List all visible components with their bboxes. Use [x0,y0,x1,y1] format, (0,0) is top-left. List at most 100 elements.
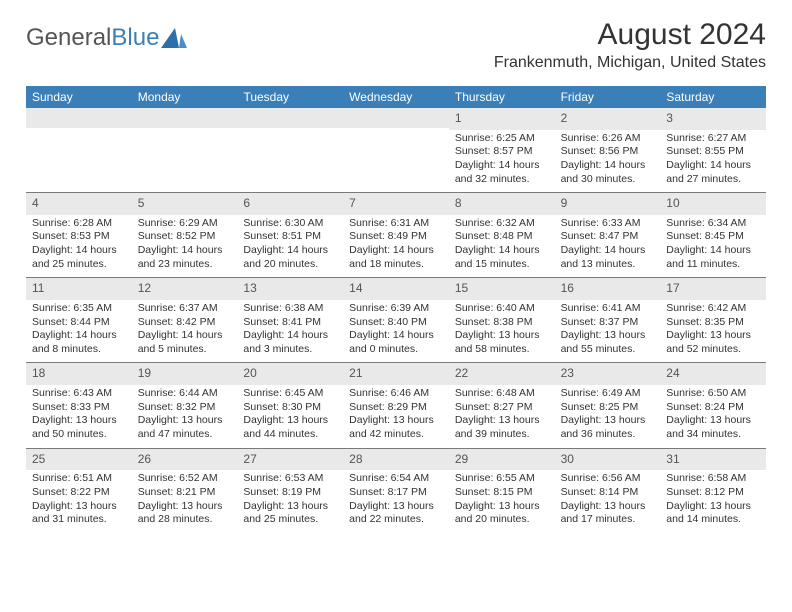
page-title: August 2024 [494,18,766,52]
daylight-text-1: Daylight: 14 hours [666,159,760,173]
day-number: 23 [555,363,661,385]
day-cell: 24Sunrise: 6:50 AMSunset: 8:24 PMDayligh… [660,363,766,447]
day-details: Sunrise: 6:33 AMSunset: 8:47 PMDaylight:… [555,215,661,278]
day-cell: 16Sunrise: 6:41 AMSunset: 8:37 PMDayligh… [555,278,661,362]
day-number: 29 [449,449,555,471]
day-details: Sunrise: 6:26 AMSunset: 8:56 PMDaylight:… [555,130,661,193]
sunset-text: Sunset: 8:14 PM [561,486,655,500]
sunset-text: Sunset: 8:57 PM [455,145,549,159]
day-cell: 11Sunrise: 6:35 AMSunset: 8:44 PMDayligh… [26,278,132,362]
day-cell: 29Sunrise: 6:55 AMSunset: 8:15 PMDayligh… [449,449,555,533]
daylight-text-1: Daylight: 13 hours [561,500,655,514]
week-row: 1Sunrise: 6:25 AMSunset: 8:57 PMDaylight… [26,108,766,192]
day-number: 8 [449,193,555,215]
sunset-text: Sunset: 8:42 PM [138,316,232,330]
logo-text-2: Blue [111,24,159,51]
day-cell: 23Sunrise: 6:49 AMSunset: 8:25 PMDayligh… [555,363,661,447]
day-cell: 3Sunrise: 6:27 AMSunset: 8:55 PMDaylight… [660,108,766,192]
sunset-text: Sunset: 8:38 PM [455,316,549,330]
daylight-text-1: Daylight: 14 hours [666,244,760,258]
day-details: Sunrise: 6:35 AMSunset: 8:44 PMDaylight:… [26,300,132,363]
day-number: 5 [132,193,238,215]
daylight-text-2: and 15 minutes. [455,258,549,272]
sunset-text: Sunset: 8:45 PM [666,230,760,244]
sunset-text: Sunset: 8:44 PM [32,316,126,330]
sunrise-text: Sunrise: 6:42 AM [666,302,760,316]
daylight-text-2: and 42 minutes. [349,428,443,442]
day-details: Sunrise: 6:51 AMSunset: 8:22 PMDaylight:… [26,470,132,533]
sunrise-text: Sunrise: 6:52 AM [138,472,232,486]
sunrise-text: Sunrise: 6:25 AM [455,132,549,146]
day-details [237,128,343,178]
daylight-text-2: and 11 minutes. [666,258,760,272]
day-cell: 26Sunrise: 6:52 AMSunset: 8:21 PMDayligh… [132,449,238,533]
daylight-text-1: Daylight: 13 hours [349,414,443,428]
day-number: 7 [343,193,449,215]
day-number: 15 [449,278,555,300]
sunrise-text: Sunrise: 6:48 AM [455,387,549,401]
day-number: 2 [555,108,661,130]
day-details: Sunrise: 6:30 AMSunset: 8:51 PMDaylight:… [237,215,343,278]
day-number: 26 [132,449,238,471]
week-row: 4Sunrise: 6:28 AMSunset: 8:53 PMDaylight… [26,192,766,277]
daylight-text-1: Daylight: 13 hours [243,500,337,514]
day-cell [26,108,132,192]
daylight-text-1: Daylight: 13 hours [666,414,760,428]
daylight-text-2: and 28 minutes. [138,513,232,527]
daylight-text-2: and 13 minutes. [561,258,655,272]
daylight-text-1: Daylight: 13 hours [138,500,232,514]
sunrise-text: Sunrise: 6:37 AM [138,302,232,316]
day-number: 20 [237,363,343,385]
day-details: Sunrise: 6:43 AMSunset: 8:33 PMDaylight:… [26,385,132,448]
sunset-text: Sunset: 8:48 PM [455,230,549,244]
day-details: Sunrise: 6:27 AMSunset: 8:55 PMDaylight:… [660,130,766,193]
daylight-text-1: Daylight: 14 hours [349,244,443,258]
day-number: 18 [26,363,132,385]
day-details: Sunrise: 6:58 AMSunset: 8:12 PMDaylight:… [660,470,766,533]
sunrise-text: Sunrise: 6:31 AM [349,217,443,231]
day-cell [343,108,449,192]
day-cell: 22Sunrise: 6:48 AMSunset: 8:27 PMDayligh… [449,363,555,447]
daylight-text-1: Daylight: 13 hours [32,500,126,514]
sunrise-text: Sunrise: 6:51 AM [32,472,126,486]
location-text: Frankenmuth, Michigan, United States [494,54,766,72]
daylight-text-2: and 3 minutes. [243,343,337,357]
day-cell: 4Sunrise: 6:28 AMSunset: 8:53 PMDaylight… [26,193,132,277]
day-number: 3 [660,108,766,130]
sunset-text: Sunset: 8:29 PM [349,401,443,415]
day-cell: 31Sunrise: 6:58 AMSunset: 8:12 PMDayligh… [660,449,766,533]
day-number: 13 [237,278,343,300]
day-cell: 12Sunrise: 6:37 AMSunset: 8:42 PMDayligh… [132,278,238,362]
sunset-text: Sunset: 8:32 PM [138,401,232,415]
day-number: 17 [660,278,766,300]
daylight-text-1: Daylight: 13 hours [243,414,337,428]
day-details [26,128,132,178]
sunrise-text: Sunrise: 6:58 AM [666,472,760,486]
day-cell: 6Sunrise: 6:30 AMSunset: 8:51 PMDaylight… [237,193,343,277]
day-cell: 13Sunrise: 6:38 AMSunset: 8:41 PMDayligh… [237,278,343,362]
sunset-text: Sunset: 8:35 PM [666,316,760,330]
daylight-text-1: Daylight: 13 hours [455,500,549,514]
day-details [343,128,449,178]
daylight-text-1: Daylight: 13 hours [561,329,655,343]
day-number: 10 [660,193,766,215]
daylight-text-2: and 52 minutes. [666,343,760,357]
daylight-text-1: Daylight: 13 hours [455,329,549,343]
day-details: Sunrise: 6:40 AMSunset: 8:38 PMDaylight:… [449,300,555,363]
day-number: 31 [660,449,766,471]
day-number [26,108,132,128]
day-header-fri: Friday [555,86,661,108]
day-cell: 8Sunrise: 6:32 AMSunset: 8:48 PMDaylight… [449,193,555,277]
day-header-sun: Sunday [26,86,132,108]
daylight-text-2: and 58 minutes. [455,343,549,357]
day-details: Sunrise: 6:52 AMSunset: 8:21 PMDaylight:… [132,470,238,533]
day-number: 27 [237,449,343,471]
day-details: Sunrise: 6:32 AMSunset: 8:48 PMDaylight:… [449,215,555,278]
sunrise-text: Sunrise: 6:43 AM [32,387,126,401]
day-details: Sunrise: 6:41 AMSunset: 8:37 PMDaylight:… [555,300,661,363]
daylight-text-2: and 0 minutes. [349,343,443,357]
daylight-text-1: Daylight: 13 hours [32,414,126,428]
daylight-text-2: and 31 minutes. [32,513,126,527]
week-row: 11Sunrise: 6:35 AMSunset: 8:44 PMDayligh… [26,277,766,362]
day-number: 24 [660,363,766,385]
